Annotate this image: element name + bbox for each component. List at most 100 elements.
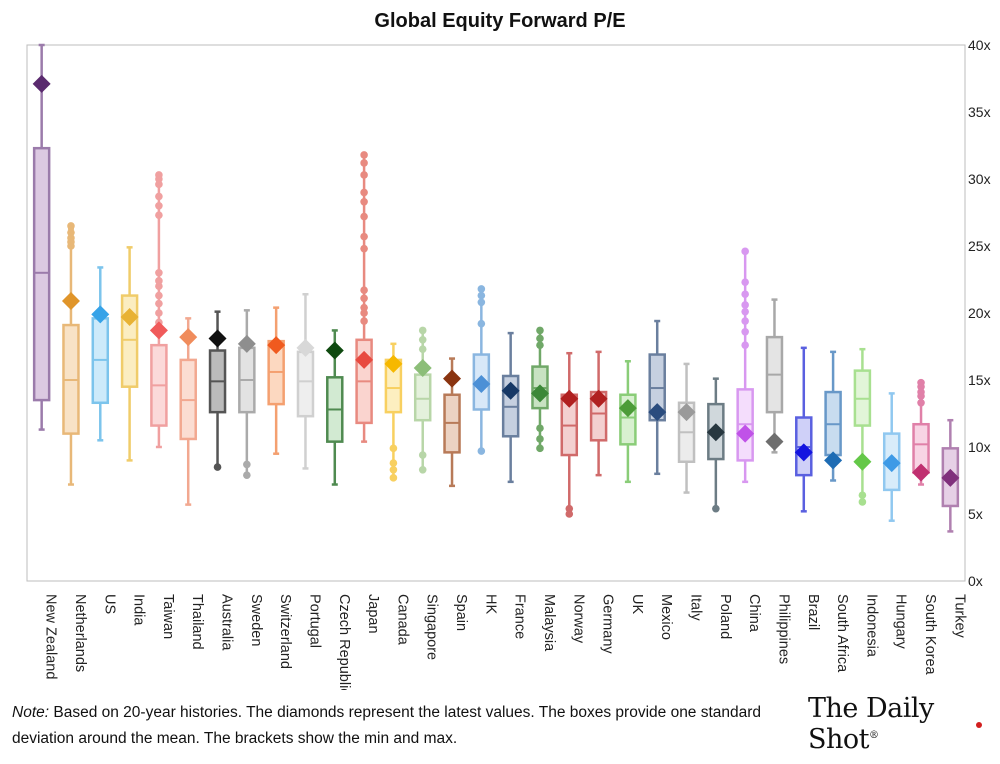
outlier-point xyxy=(389,474,398,482)
x-tick-label: South Africa xyxy=(834,594,850,673)
x-tick-label: US xyxy=(101,594,117,614)
x-tick-label: Australia xyxy=(219,594,235,651)
box-spain xyxy=(443,357,462,488)
outlier-point xyxy=(389,459,398,467)
latest-value-diamond xyxy=(208,329,227,348)
x-tick-label: Brazil xyxy=(805,594,821,630)
outlier-point xyxy=(155,277,163,285)
box-poland xyxy=(706,377,725,513)
x-tick-label: Thailand xyxy=(189,594,205,650)
latest-value-diamond xyxy=(853,452,872,471)
outlier-point xyxy=(536,435,544,443)
box-india xyxy=(120,246,139,462)
latest-value-diamond xyxy=(384,354,403,373)
latest-value-diamond xyxy=(32,74,51,93)
x-tick-label: Sweden xyxy=(248,594,264,646)
outlier-point xyxy=(155,180,163,189)
outlier-point xyxy=(360,286,368,295)
x-tick-label: Turkey xyxy=(951,594,967,639)
outlier-point xyxy=(360,309,368,317)
latest-value-diamond xyxy=(325,341,344,360)
outlier-point xyxy=(418,345,427,353)
outlier-point xyxy=(213,463,222,471)
box-portugal xyxy=(296,292,315,470)
outlier-point xyxy=(741,327,749,336)
outlier-point xyxy=(477,447,486,455)
outlier-point xyxy=(536,334,544,343)
box-malaysia xyxy=(530,326,549,453)
y-tick-label: 5x xyxy=(968,506,983,522)
x-tick-label: Poland xyxy=(717,594,733,639)
outlier-point xyxy=(360,303,368,312)
x-tick-label: Switzerland xyxy=(277,594,293,669)
latest-value-diamond xyxy=(706,423,725,442)
outlier-point xyxy=(360,232,368,241)
box-brazil xyxy=(794,346,813,513)
x-tick-label: Malaysia xyxy=(541,594,557,652)
box-sweden xyxy=(237,309,256,479)
logo-trademark: ® xyxy=(869,730,879,741)
latest-value-diamond xyxy=(560,389,579,408)
latest-value-diamond xyxy=(677,403,696,422)
outlier-point xyxy=(565,510,574,518)
outlier-point xyxy=(67,222,75,230)
latest-value-diamond xyxy=(589,389,608,408)
outlier-point xyxy=(360,197,368,206)
latest-value-diamond xyxy=(765,432,784,451)
y-tick-label: 10x xyxy=(968,439,991,455)
box-plot-chart: Global Equity Forward P/E 0x 5x 10x 15x 20x 2… xyxy=(26,10,991,690)
box-taiwan xyxy=(149,171,168,449)
outlier-point xyxy=(418,465,427,474)
outlier-point xyxy=(917,388,925,396)
outlier-point xyxy=(243,471,251,479)
latest-value-diamond xyxy=(824,451,843,470)
y-tick-label: 15x xyxy=(968,372,991,388)
latest-value-diamond xyxy=(736,424,755,443)
outlier-point xyxy=(418,336,427,344)
y-tick-label: 0x xyxy=(968,573,983,589)
outlier-point xyxy=(741,247,749,256)
box-uk xyxy=(618,359,637,484)
outlier-point xyxy=(360,212,368,221)
source-logo: The Daily Shot® xyxy=(808,693,1000,755)
x-tick-label: New Zealand xyxy=(43,594,59,679)
box-hk xyxy=(472,285,491,455)
latest-value-diamond xyxy=(794,443,813,462)
latest-value-diamond xyxy=(149,321,168,340)
outlier-point xyxy=(741,290,749,299)
x-tick-label: Japan xyxy=(365,594,381,634)
x-tick-label: Spain xyxy=(453,594,469,631)
logo-dot xyxy=(976,722,982,728)
box-italy xyxy=(677,362,696,494)
box-china xyxy=(736,247,755,484)
box-netherlands xyxy=(61,222,80,486)
latest-value-diamond xyxy=(237,334,256,353)
outlier-point xyxy=(67,228,75,237)
y-tick-label: 20x xyxy=(968,305,991,321)
x-tick-label: Hungary xyxy=(893,594,909,650)
x-tick-label: UK xyxy=(629,594,645,614)
box-japan xyxy=(355,151,374,443)
outlier-point xyxy=(536,444,544,453)
latest-value-diamond xyxy=(501,381,520,400)
latest-value-diamond xyxy=(413,358,432,377)
outlier-point xyxy=(477,298,486,307)
outlier-point xyxy=(360,151,368,159)
outlier-point xyxy=(155,192,163,201)
outlier-point xyxy=(741,341,749,349)
x-tick-label: South Korea xyxy=(922,594,938,676)
note-text: Based on 20-year histories. The diamonds… xyxy=(12,704,762,747)
latest-value-diamond xyxy=(443,369,462,388)
outlier-point xyxy=(917,398,925,407)
box-new-zealand xyxy=(32,43,51,431)
chart-title: Global Equity Forward P/E xyxy=(374,10,625,32)
box-us xyxy=(91,266,110,442)
outlier-point xyxy=(360,171,368,179)
box-philippines xyxy=(765,298,784,454)
x-tick-label: Czech Republic xyxy=(336,594,352,690)
outlier-point xyxy=(536,341,544,349)
outlier-point xyxy=(155,171,163,179)
box-indonesia xyxy=(853,347,872,506)
x-tick-label: Norway xyxy=(570,594,586,644)
box-australia xyxy=(208,310,227,471)
